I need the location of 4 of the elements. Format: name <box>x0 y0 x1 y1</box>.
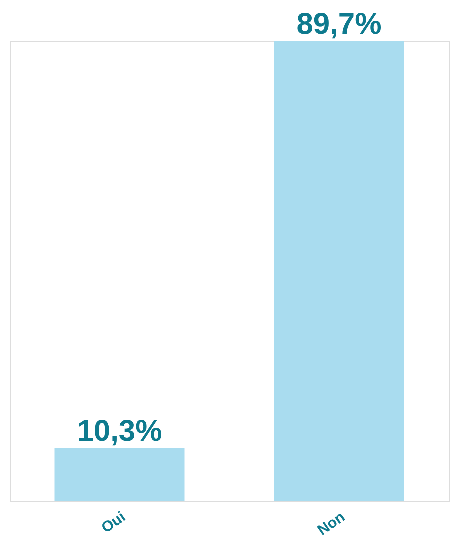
data-label: 89,7% <box>296 8 382 41</box>
x-tick-label: Oui <box>98 508 129 537</box>
x-tick-label: Non <box>314 508 348 540</box>
data-label: 10,3% <box>77 415 162 448</box>
